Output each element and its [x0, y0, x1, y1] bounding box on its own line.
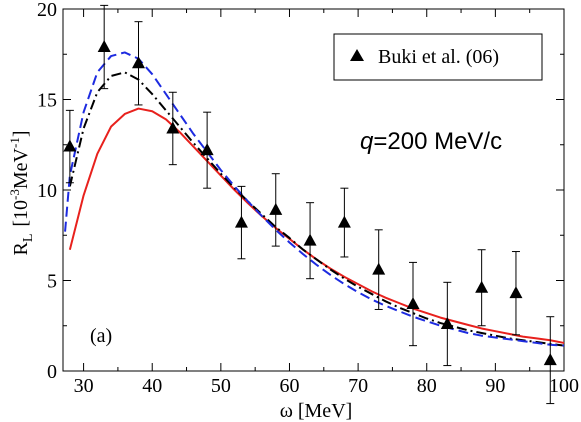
data-point: [131, 21, 145, 106]
data-point: [200, 111, 214, 189]
triangle-marker-icon: [234, 215, 248, 228]
data-point: [372, 229, 386, 310]
x-tick-label: 70: [348, 375, 368, 397]
markers-group: [63, 4, 557, 405]
x-tick-label: 60: [279, 375, 299, 397]
data-point: [97, 4, 111, 90]
y-tick-label: 0: [47, 361, 57, 383]
x-tick-label: 100: [549, 375, 579, 397]
y-axis-title-exponent2: -1: [7, 137, 22, 148]
triangle-marker-icon: [509, 286, 523, 299]
y-tick-label: 20: [37, 0, 57, 21]
data-point: [475, 249, 489, 327]
data-point: [303, 202, 317, 280]
data-point: [406, 261, 420, 347]
dashed-blue-curve: [64, 51, 565, 347]
triangle-marker-icon: [63, 139, 77, 152]
dashdot-black-curve: [68, 71, 565, 347]
triangle-marker-icon: [337, 215, 351, 228]
x-axis-title: ω [MeV]: [280, 400, 353, 422]
x-tick-label: 40: [142, 375, 162, 397]
x-tick-label: 50: [211, 375, 231, 397]
y-axis-title-subscript: L: [21, 234, 36, 243]
data-point: [509, 251, 523, 336]
triangle-marker-icon: [131, 56, 145, 69]
y-axis-title-unit-suffix: ]: [10, 130, 32, 137]
triangle-marker-icon: [166, 121, 180, 134]
x-tick-label: 80: [417, 375, 437, 397]
y-axis-title: RL [10-3MeV-1]: [7, 130, 36, 255]
q-annotation-value: =200 MeV/c: [373, 128, 502, 155]
triangle-marker-icon: [475, 280, 489, 293]
data-point: [63, 109, 77, 184]
y-tick-label: 5: [47, 271, 57, 293]
series-group: [64, 51, 565, 347]
legend: Buki et al. (06): [333, 33, 543, 81]
legend-box: [333, 33, 543, 81]
data-point: [234, 185, 248, 260]
x-tick-label: 30: [74, 375, 94, 397]
legend-marker-triangle-icon: [350, 49, 364, 61]
y-axis-title-main: R: [10, 242, 32, 256]
triangle-marker-icon: [406, 297, 420, 310]
data-point: [543, 316, 557, 405]
y-axis-title-exponent1: -3: [7, 189, 22, 200]
triangle-marker-icon: [543, 353, 557, 366]
panel-label: (a): [90, 325, 112, 347]
triangle-marker-icon: [440, 316, 454, 329]
y-axis-title-unit-middle: MeV: [10, 147, 32, 189]
data-point: [269, 173, 283, 247]
triangle-marker-icon: [269, 202, 283, 215]
x-tick-label: 90: [485, 375, 505, 397]
triangle-marker-icon: [303, 233, 317, 246]
triangle-marker-icon: [200, 143, 214, 156]
q-annotation: q=200 MeV/c: [360, 128, 502, 155]
y-axis-title-unit-prefix: [10: [10, 200, 32, 227]
y-tick-label: 15: [37, 90, 57, 112]
data-point: [440, 281, 454, 367]
data-point: [337, 187, 351, 258]
data-point: [166, 91, 180, 166]
axes-group: 30 40 50 60 70 80 90 100 0 5 10 15 20: [37, 0, 579, 397]
q-annotation-var: q: [360, 128, 374, 155]
legend-label: Buki et al. (06): [378, 46, 499, 68]
y-tick-label: 10: [37, 180, 57, 202]
triangle-marker-icon: [372, 262, 386, 275]
triangle-marker-icon: [97, 40, 111, 53]
